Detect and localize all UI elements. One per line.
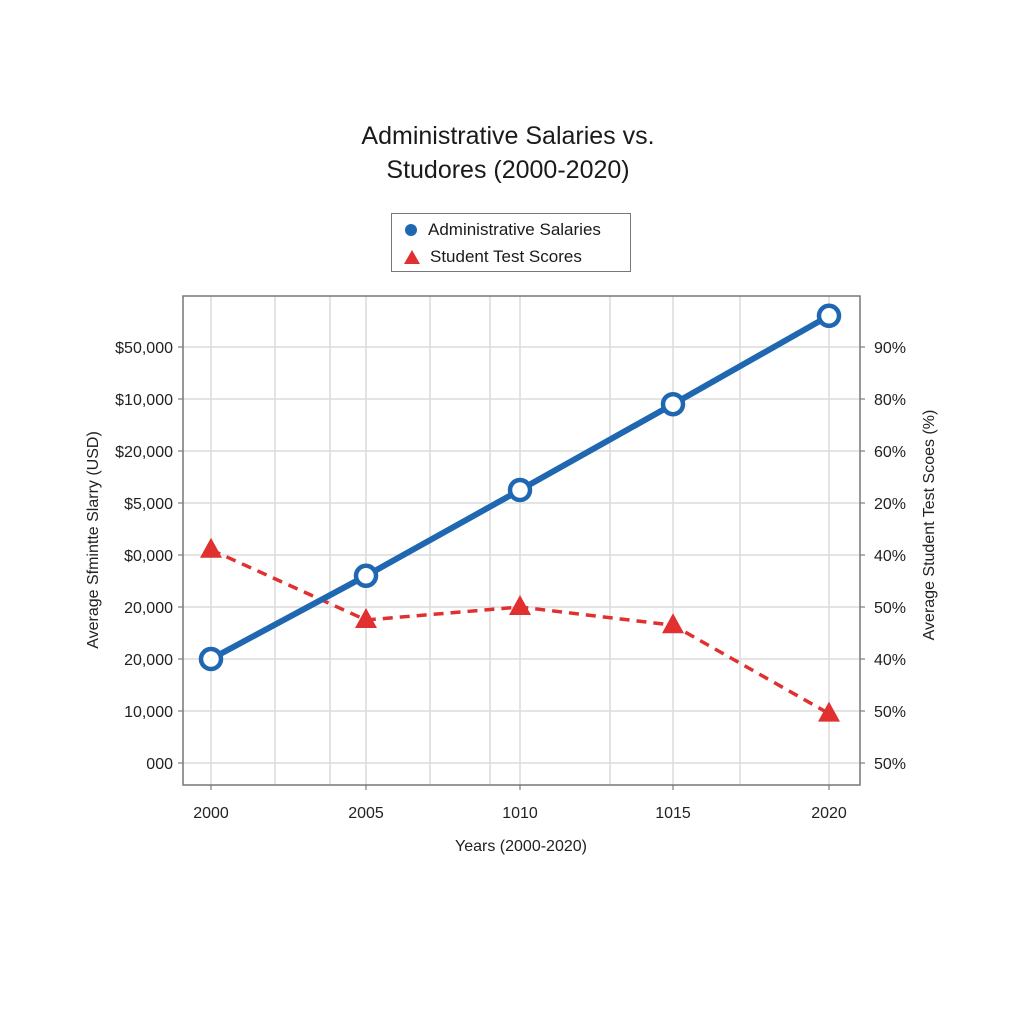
x-axis-title: Years (2000-2020) bbox=[455, 838, 587, 855]
triangle-marker-icon bbox=[404, 250, 420, 264]
chart-title-line1: Administrative Salaries vs. bbox=[361, 122, 655, 150]
triangle-marker bbox=[509, 595, 531, 615]
circle-marker-icon bbox=[405, 224, 417, 236]
circle-marker bbox=[507, 477, 533, 503]
y-right-tick-label: 50% bbox=[874, 600, 906, 617]
circle-marker bbox=[353, 563, 379, 589]
triangle-marker bbox=[662, 613, 684, 634]
y-right-tick-label: 60% bbox=[874, 444, 906, 461]
circle-marker bbox=[816, 303, 842, 329]
y-right-tick-label: 90% bbox=[874, 340, 906, 357]
circle-marker bbox=[660, 391, 686, 417]
y-left-tick-label: 20,000 bbox=[124, 600, 173, 617]
y-left-tick-label: $20,000 bbox=[115, 444, 173, 461]
y-right-tick-label: 40% bbox=[874, 548, 906, 565]
y-right-tick-label: 80% bbox=[874, 392, 906, 409]
legend-label: Administrative Salaries bbox=[428, 220, 601, 239]
y-left-tick-label: $0,000 bbox=[124, 548, 173, 565]
x-tick-label: 1010 bbox=[502, 805, 538, 822]
y-right-tick-label: 50% bbox=[874, 704, 906, 721]
triangle-marker bbox=[355, 608, 377, 628]
y-left-axis-title: Average Sfmintte Slarry (USD) bbox=[85, 431, 102, 649]
triangle-marker bbox=[818, 701, 840, 722]
legend: Administrative Salaries Student Test Sco… bbox=[391, 213, 631, 272]
legend-label: Student Test Scores bbox=[430, 247, 582, 266]
legend-item-salaries: Administrative Salaries bbox=[404, 220, 601, 240]
triangle-marker bbox=[200, 537, 222, 558]
x-tick-label: 1015 bbox=[655, 805, 691, 822]
y-left-tick-label: $5,000 bbox=[124, 496, 173, 513]
x-tick-label: 2005 bbox=[348, 805, 384, 822]
y-right-axis-title: Average Student Test Scoes (%) bbox=[921, 410, 938, 641]
plot-frame bbox=[182, 295, 861, 786]
y-left-tick-label: 000 bbox=[146, 756, 173, 773]
y-right-tick-label: 50% bbox=[874, 756, 906, 773]
legend-item-scores: Student Test Scores bbox=[404, 247, 582, 267]
chart-title-line2: Studores (2000-2020) bbox=[386, 156, 630, 184]
y-left-tick-label: 20,000 bbox=[124, 652, 173, 669]
y-right-tick-label: 40% bbox=[874, 652, 906, 669]
y-left-tick-label: $50,000 bbox=[115, 340, 173, 357]
y-right-tick-label: 20% bbox=[874, 496, 906, 513]
x-tick-label: 2020 bbox=[811, 805, 847, 822]
circle-marker bbox=[198, 646, 224, 672]
y-left-tick-label: 10,000 bbox=[124, 704, 173, 721]
x-tick-label: 2000 bbox=[193, 805, 229, 822]
y-left-tick-label: $10,000 bbox=[115, 392, 173, 409]
